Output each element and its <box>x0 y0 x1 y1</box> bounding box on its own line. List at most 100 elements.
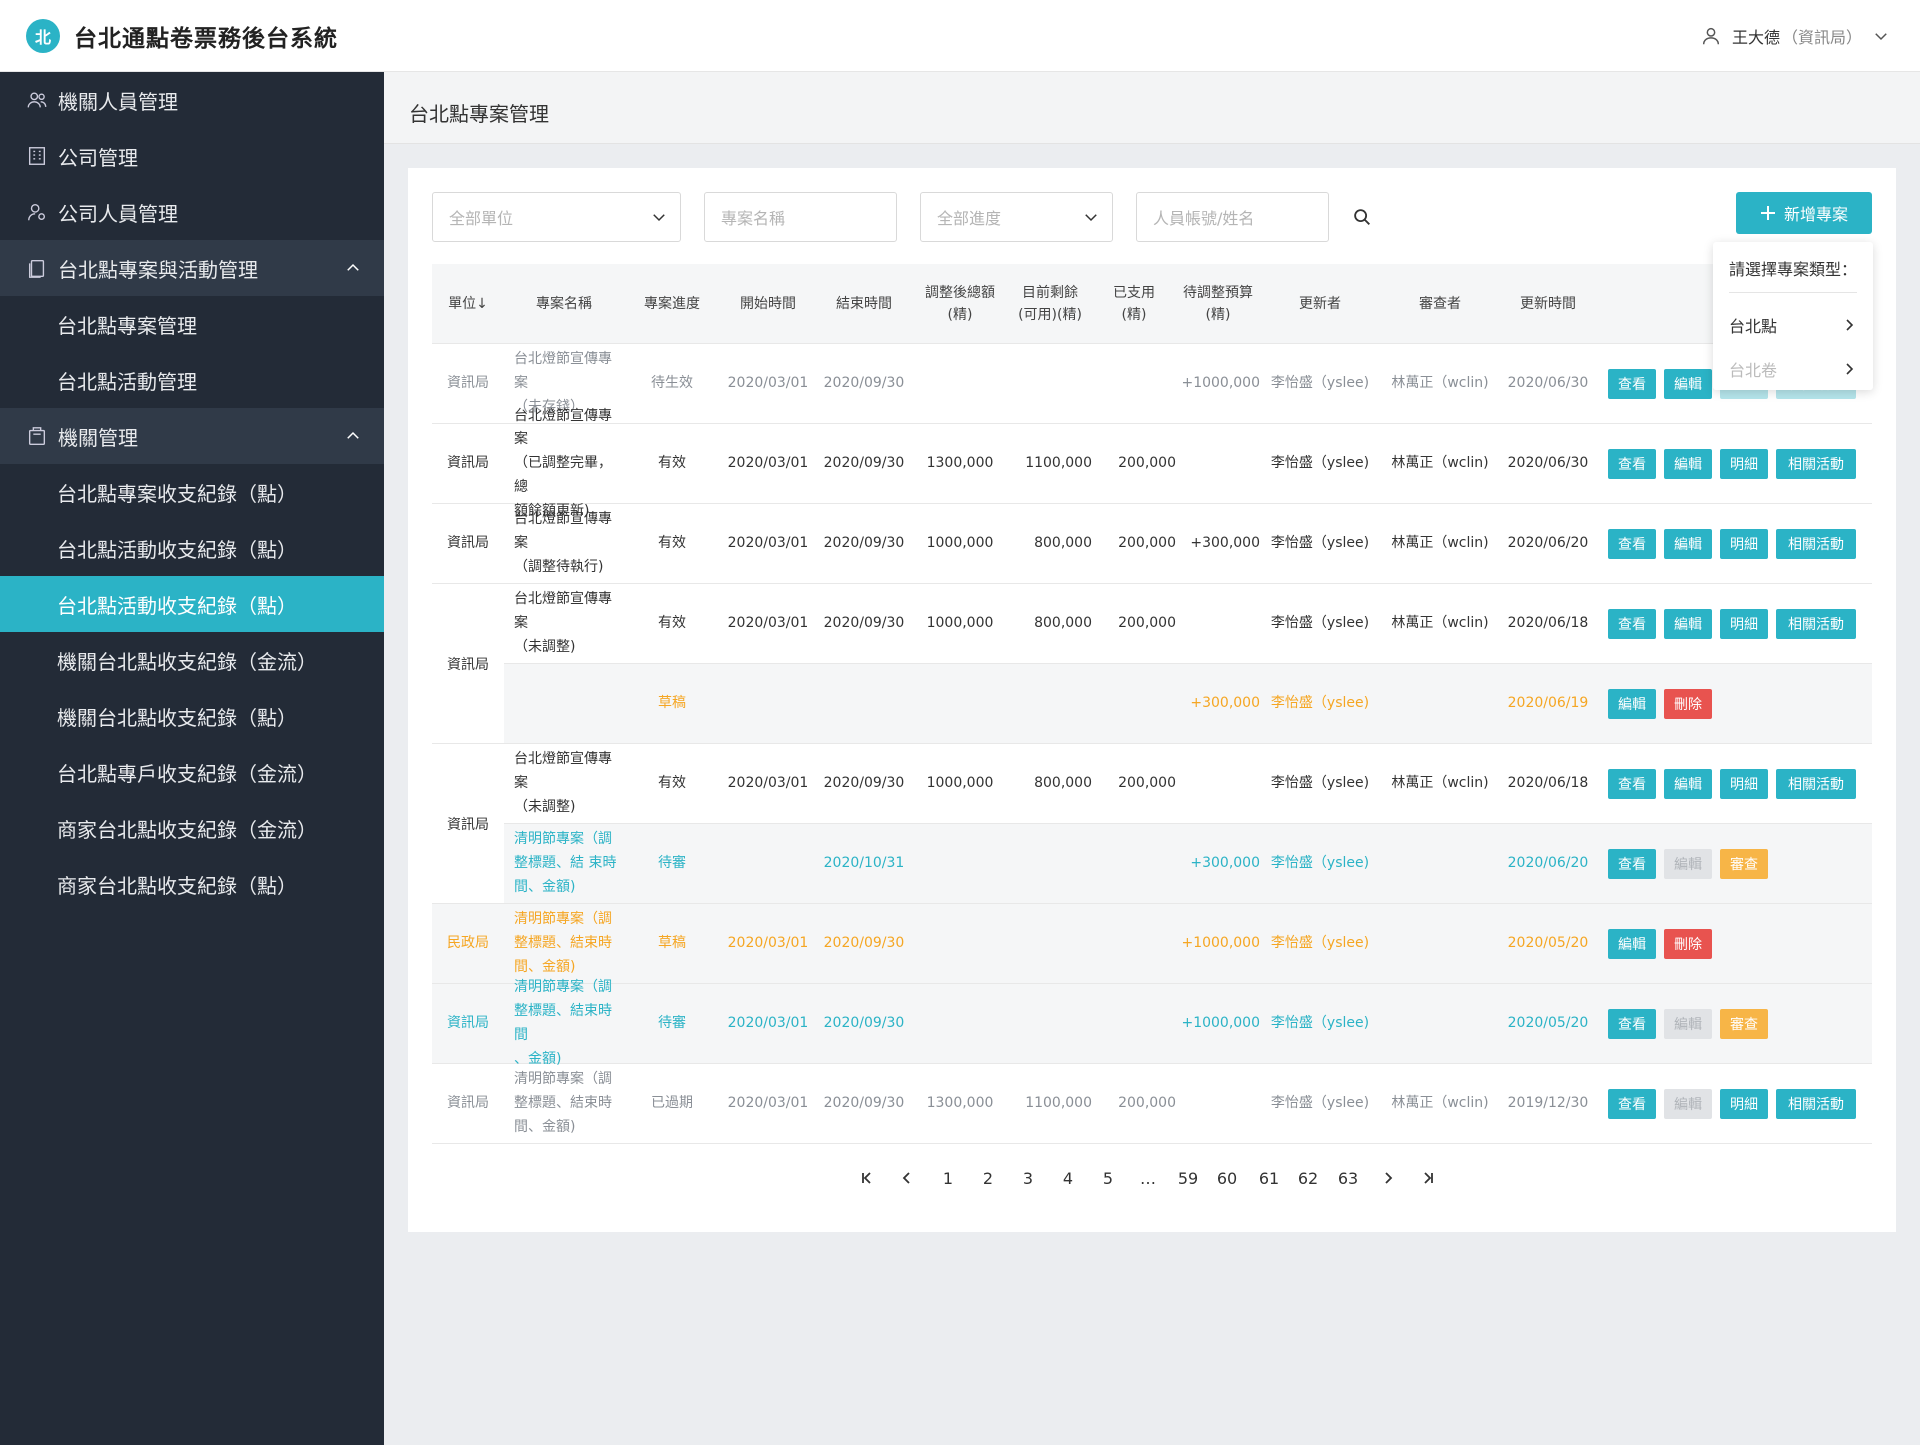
row-action-button[interactable]: 查看 <box>1608 769 1656 799</box>
sidebar-item-0[interactable]: 機關人員管理 <box>0 72 384 128</box>
th-reviewer: 審查者 <box>1419 295 1461 312</box>
row-action-button[interactable]: 編輯 <box>1664 609 1712 639</box>
cell-name: 清明節專案（調整標題、結束時間、金額) <box>514 904 624 984</box>
row-action-button[interactable]: 相關活動 <box>1776 769 1856 799</box>
cell-start: 2020/03/01 <box>727 375 809 392</box>
row-action-button[interactable]: 相關活動 <box>1776 1089 1856 1119</box>
page-62[interactable]: 62 <box>1297 1168 1319 1188</box>
cell-reviewer: 林萬正（wclin) <box>1391 775 1489 792</box>
row-action-button[interactable]: 查看 <box>1608 529 1656 559</box>
page-59[interactable]: 59 <box>1177 1168 1199 1188</box>
table-row: 資訊局 台北燈節宣傳專案 （已調整完畢，總 額餘額更新) 有效 2020/03/01 202… <box>432 408 1872 519</box>
sidebar-item-label: 台北點活動管理 <box>57 369 197 394</box>
sidebar-item-5[interactable]: 台北點活動管理 <box>0 352 384 408</box>
row-action-button[interactable]: 編輯 <box>1664 1009 1712 1039</box>
search-icon[interactable] <box>1351 206 1373 228</box>
first-page-button[interactable] <box>854 1163 880 1193</box>
account-input[interactable]: 人員帳號/姓名 <box>1136 192 1329 242</box>
progress-select[interactable]: 全部進度 <box>920 192 1113 242</box>
sidebar-item-10[interactable]: 機關台北點收支紀錄（金流） <box>0 632 384 688</box>
cell-end: 2020/09/30 <box>823 535 905 552</box>
cell-used <box>1092 664 1176 744</box>
row-action-button[interactable]: 明細 <box>1720 529 1768 559</box>
page-3[interactable]: 3 <box>1022 1168 1034 1188</box>
row-action-button[interactable]: 編輯 <box>1608 929 1656 959</box>
cell-start: 2020/03/01 <box>727 1015 809 1032</box>
row-action-button[interactable]: 查看 <box>1608 449 1656 479</box>
row-action-button[interactable]: 明細 <box>1720 1089 1768 1119</box>
user-dept: （資訊局） <box>1781 28 1862 47</box>
cell-used: 200,000 <box>1118 535 1176 552</box>
row-action-button[interactable]: 刪除 <box>1664 929 1712 959</box>
row-action-button[interactable]: 編輯 <box>1608 689 1656 719</box>
sidebar-item-3[interactable]: 台北點專案與活動管理 <box>0 240 384 296</box>
row-action-button[interactable]: 明細 <box>1720 769 1768 799</box>
building-icon <box>26 145 48 167</box>
sidebar-item-14[interactable]: 商家台北點收支紀錄（點） <box>0 856 384 912</box>
sidebar-item-2[interactable]: 公司人員管理 <box>0 184 384 240</box>
row-actions: 編輯 刪除 <box>1608 664 1712 744</box>
next-page-button[interactable] <box>1375 1163 1401 1193</box>
page-61[interactable]: 61 <box>1258 1168 1280 1188</box>
th-used-2: (精) <box>1121 307 1147 323</box>
row-action-button[interactable]: 查看 <box>1608 369 1656 399</box>
sidebar-item-6[interactable]: 機關管理 <box>0 408 384 464</box>
project-name-input[interactable]: 專案名稱 <box>704 192 897 242</box>
page-2[interactable]: 2 <box>982 1168 994 1188</box>
sidebar-item-7[interactable]: 台北點專案收支紀錄（點） <box>0 464 384 520</box>
row-action-button[interactable]: 刪除 <box>1664 689 1712 719</box>
row-action-button[interactable]: 查看 <box>1608 1009 1656 1039</box>
chevron-down-icon <box>653 214 665 222</box>
row-action-button[interactable]: 審查 <box>1720 1009 1768 1039</box>
cell-remaining: 1100,000 <box>1025 455 1092 472</box>
page-1[interactable]: 1 <box>942 1168 954 1188</box>
cell-remaining <box>1008 984 1092 1064</box>
sidebar-item-8[interactable]: 台北點活動收支紀錄（點） <box>0 520 384 576</box>
row-action-button[interactable]: 查看 <box>1608 609 1656 639</box>
row-action-button[interactable]: 明細 <box>1720 609 1768 639</box>
row-action-button[interactable]: 明細 <box>1720 449 1768 479</box>
row-action-button[interactable]: 查看 <box>1608 849 1656 879</box>
row-action-button[interactable]: 相關活動 <box>1776 529 1856 559</box>
sidebar-item-9[interactable]: 台北點活動收支紀錄（點） <box>0 576 384 632</box>
dropdown-item-taipei-point[interactable]: 台北點 <box>1729 310 1857 340</box>
cell-end: 2020/09/30 <box>823 1095 905 1112</box>
dropdown-item-taipei-coupon[interactable]: 台北卷 <box>1729 354 1857 384</box>
row-action-button[interactable]: 編輯 <box>1664 529 1712 559</box>
row-action-button[interactable]: 編輯 <box>1664 369 1712 399</box>
add-project-button[interactable]: 新增專案 <box>1736 192 1872 234</box>
row-action-button[interactable]: 查看 <box>1608 1089 1656 1119</box>
cell-updated: 2020/06/18 <box>1507 775 1589 792</box>
row-action-button[interactable]: 編輯 <box>1664 449 1712 479</box>
unit-select[interactable]: 全部單位 <box>432 192 681 242</box>
prev-page-button[interactable] <box>894 1163 920 1193</box>
page-60[interactable]: 60 <box>1216 1168 1238 1188</box>
cell-pending <box>1176 744 1260 824</box>
th-remaining-2: (可用)(精) <box>1018 307 1082 323</box>
row-action-button[interactable]: 編輯 <box>1664 769 1712 799</box>
page-…[interactable]: … <box>1140 1168 1156 1188</box>
sidebar-item-11[interactable]: 機關台北點收支紀錄（點） <box>0 688 384 744</box>
page-4[interactable]: 4 <box>1062 1168 1074 1188</box>
row-action-button[interactable]: 相關活動 <box>1776 449 1856 479</box>
cell-end: 2020/10/31 <box>823 855 905 872</box>
sidebar-item-label: 台北點專戶收支紀錄（金流） <box>57 761 317 786</box>
row-action-button[interactable]: 相關活動 <box>1776 609 1856 639</box>
sidebar-item-4[interactable]: 台北點專案管理 <box>0 296 384 352</box>
sidebar-item-label: 機關管理 <box>58 425 138 450</box>
table-row: 台北燈節宣傳專案 （未調整) 有效 2020/03/01 2020/09/30 1000,… <box>432 584 1872 664</box>
th-pending-2: (精) <box>1205 307 1231 323</box>
page-63[interactable]: 63 <box>1337 1168 1359 1188</box>
row-action-button[interactable]: 編輯 <box>1664 1089 1712 1119</box>
row-action-button[interactable]: 審查 <box>1720 849 1768 879</box>
cell-unit: 資訊局 <box>447 535 489 552</box>
row-action-button[interactable]: 編輯 <box>1664 849 1712 879</box>
user-menu[interactable]: 王大德 （資訊局） <box>1700 0 1890 72</box>
th-unit[interactable]: 單位↓ <box>448 295 488 312</box>
sidebar-item-13[interactable]: 商家台北點收支紀錄（金流） <box>0 800 384 856</box>
sidebar-item-12[interactable]: 台北點專戶收支紀錄（金流） <box>0 744 384 800</box>
chevron-down-icon[interactable] <box>1872 27 1890 45</box>
sidebar-item-1[interactable]: 公司管理 <box>0 128 384 184</box>
last-page-button[interactable] <box>1415 1163 1441 1193</box>
page-5[interactable]: 5 <box>1102 1168 1114 1188</box>
